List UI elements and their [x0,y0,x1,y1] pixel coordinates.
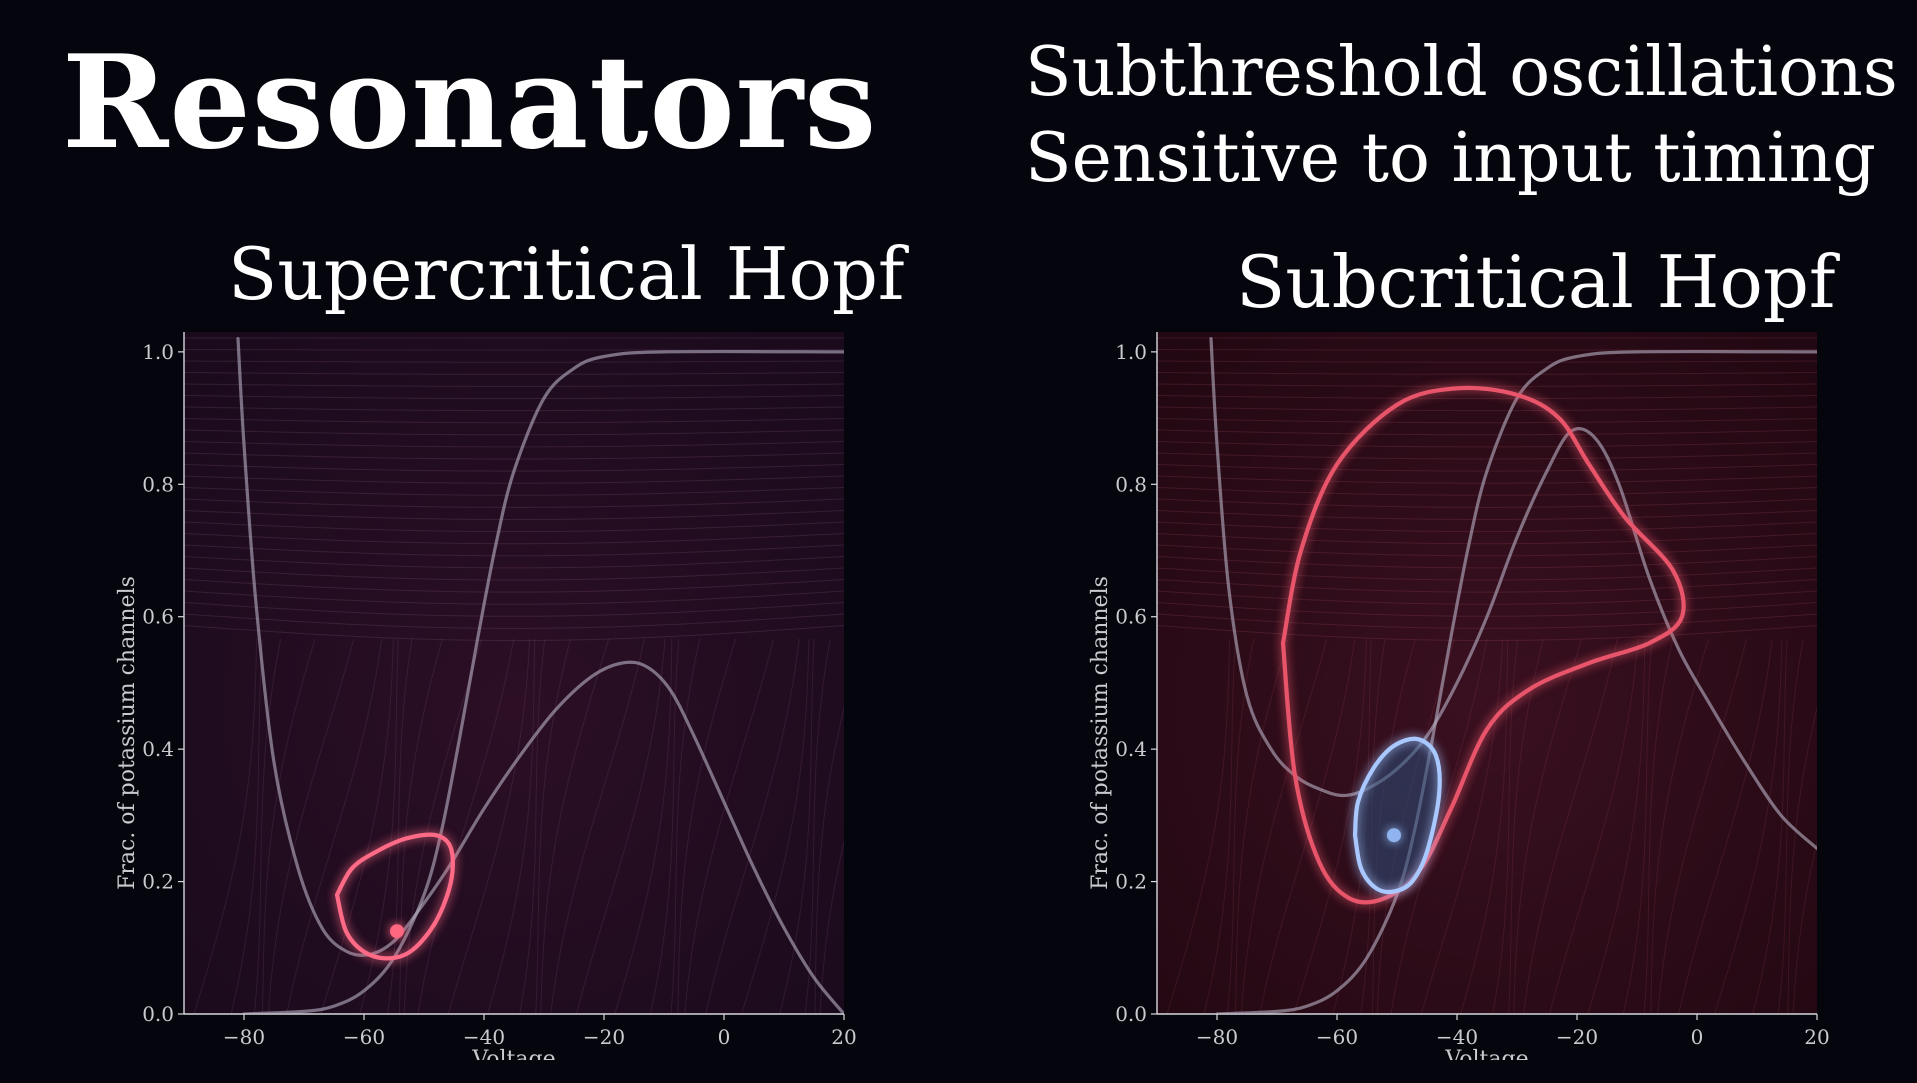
y-tick-label: 0.8 [1115,472,1147,496]
y-tick-label: 0.6 [142,605,174,629]
plot-area [184,332,844,1014]
y-tick-label: 0.6 [1115,605,1147,629]
x-axis-label: Voltage [1444,1047,1528,1060]
y-axis-label: Frac. of potassium channels [1088,576,1113,890]
y-tick-label: 0.8 [142,472,174,496]
series-limit-cycle [1280,385,1686,905]
y-axis-label: Frac. of potassium channels [115,576,140,890]
slide-title: Resonators [62,28,878,178]
series-nullcline [1209,337,1817,851]
y-tick-label: 0.0 [1115,1002,1147,1026]
x-tick-label: −80 [1196,1025,1238,1049]
series-group [1209,337,1817,1014]
subtitle-line: Subthreshold oscillations [1025,33,1898,112]
fixed-point-marker [390,924,404,939]
plot-area [1157,332,1817,1014]
flow-field [184,337,844,1014]
y-tick-label: 0.2 [1115,870,1147,894]
y-tick-label: 1.0 [1115,340,1147,364]
slide-subtitle: Subthreshold oscillations Sensitive to i… [1025,30,1898,202]
y-tick-label: 1.0 [142,340,174,364]
series-limit-cycle [334,832,455,961]
x-tick-label: 20 [831,1025,856,1049]
x-tick-label: −40 [463,1025,505,1049]
unstable-cycle-fill [1355,738,1440,893]
y-tick-label: 0.0 [142,1002,174,1026]
chart-title-supercritical: Supercritical Hopf [228,232,905,316]
y-tick-label: 0.2 [142,870,174,894]
series-unstable-cycle [1352,736,1442,895]
series-nullcline [1215,349,1817,1014]
x-tick-label: 20 [1804,1025,1829,1049]
x-tick-label: −60 [343,1025,385,1049]
y-tick-label: 0.4 [1115,737,1147,761]
series-nullcline [242,349,844,1014]
x-tick-label: −60 [1316,1025,1358,1049]
subtitle-line: Sensitive to input timing [1025,119,1876,198]
x-tick-label: −20 [583,1025,625,1049]
series-group [236,337,844,1014]
x-tick-label: −40 [1436,1025,1478,1049]
x-axis-label: Voltage [471,1047,555,1060]
x-tick-label: 0 [1691,1025,1704,1049]
series-nullcline [236,337,844,1014]
fixed-point-marker [1387,828,1401,843]
phase-plane-chart-subcritical: −80 −60 −40 −20 0 20 0.0 0.2 0.4 0.6 0.8 1.0 Voltage… [1088,332,1830,1060]
x-tick-label: −20 [1556,1025,1598,1049]
x-tick-label: 0 [718,1025,731,1049]
x-tick-label: −80 [223,1025,265,1049]
phase-plane-chart-supercritical: −80 −60 −40 −20 0 20 0.0 0.2 0.4 0.6 0.8 1.0 Voltage… [115,332,857,1060]
chart-title-subcritical: Subcritical Hopf [1236,240,1836,324]
y-tick-label: 0.4 [142,737,174,761]
